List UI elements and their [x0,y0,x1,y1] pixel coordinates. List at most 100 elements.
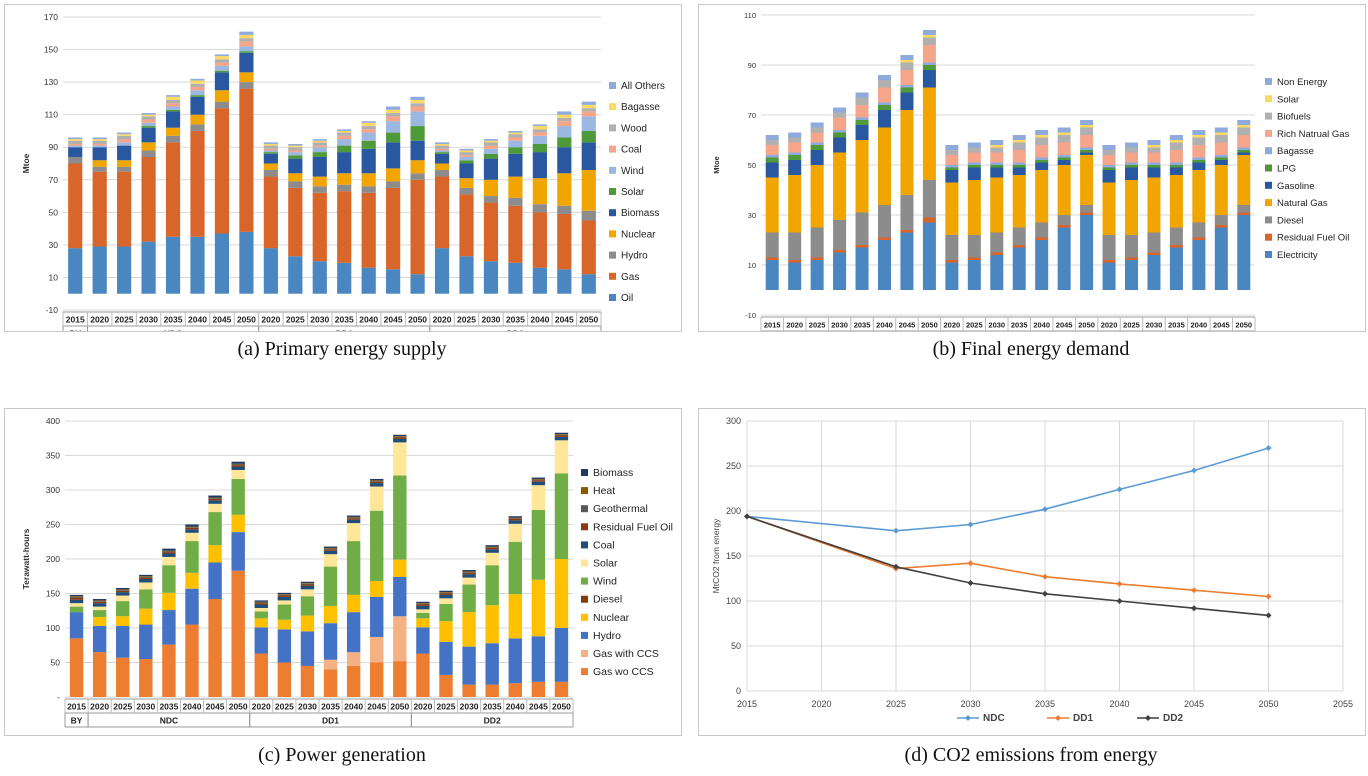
data-point [1042,590,1048,597]
x-tick-label: 2045 [899,321,916,330]
bar-segment [117,171,132,247]
bar-segment [508,197,523,206]
y-tick-label: 10 [49,272,59,282]
bar-segment [532,212,547,268]
x-tick-label: 2035 [159,702,178,712]
bar-segment [1237,125,1251,128]
bar-segment [300,581,315,584]
bar-segment [1214,215,1228,225]
bar-segment [117,134,132,136]
bar-segment [139,579,153,583]
bar-segment [410,274,425,294]
bar-segment [990,165,1004,168]
y-axis-label: MtCO2 from energy [711,518,721,593]
x-tick-label: 2030 [481,315,500,325]
x-tick-label: 2020 [811,699,831,709]
bar-segment [346,594,361,613]
bar-segment [1080,215,1094,290]
bar-segment [581,274,596,294]
bar-segment [1057,165,1071,215]
bar-segment [833,252,847,290]
bar-segment [239,51,254,53]
legend-swatch [1265,199,1272,207]
bar-segment [1124,257,1139,260]
bar-segment [312,147,327,153]
group-label: DD1 [336,329,353,332]
bar-segment [833,137,847,153]
bar-segment [459,194,474,257]
bar-segment [346,516,361,518]
bar-segment [410,103,425,107]
bar-segment [185,541,199,573]
bar-segment [1147,167,1161,178]
legend-label: Rich Natrual Gas [1277,129,1350,140]
bar-segment [117,166,132,172]
bar-segment [581,210,596,221]
legend-label: All Others [621,81,665,92]
bar-segment [900,85,914,88]
bar-segment [323,550,338,555]
bar-segment [459,155,474,157]
bar-segment [877,127,892,205]
bar-segment [393,442,407,476]
bar-segment [833,152,847,220]
bar-segment [833,112,847,118]
bar-segment [1124,142,1139,148]
bar-segment [439,590,453,593]
bar-segment [439,603,453,622]
bar-segment [263,153,278,164]
bar-segment [263,170,278,177]
bar-segment [208,545,222,563]
bar-segment [967,167,981,180]
bar-segment [139,582,153,590]
bar-segment [833,117,847,130]
bar-segment [263,163,278,171]
bar-segment [554,436,569,441]
bar-segment [300,665,315,697]
legend-label: Bagasse [621,102,660,113]
y-tick-label: 150 [46,589,60,599]
bar-segment [1080,205,1094,213]
bar-segment [92,137,107,140]
y-tick-label: 50 [731,641,741,651]
x-tick-label: 2055 [1333,699,1353,709]
bar-segment [346,652,361,666]
bar-segment [162,556,176,566]
bar-segment [485,545,499,547]
legend-label: Biomass [593,467,633,479]
bar-segment [459,178,474,188]
bar-segment [434,143,450,146]
bar-segment [312,142,327,146]
bar-segment [1147,232,1161,253]
bar-segment [1214,155,1228,158]
bar-segment [1102,150,1116,155]
bar-segment [254,602,268,604]
bar-segment [214,108,230,234]
power-generation-chart: - 50 100 150 200 250 300 350 400 Terawatt-hours 20… [21,416,673,728]
bar-segment [239,31,254,35]
y-tick-label: 10 [748,261,756,270]
bar-segment [900,70,914,85]
bar-segment [288,158,303,174]
bar-segment [462,577,476,585]
bar-segment [967,257,981,260]
y-tick-label: 250 [726,461,741,471]
bar-segment [300,615,315,632]
bar-segment [788,260,802,263]
bar-segment [116,587,130,590]
caption-power-generation: (c) Power generation [258,744,426,766]
x-tick-label: 2035 [1035,699,1055,709]
bar-segment [162,553,176,557]
bar-segment [483,196,499,203]
bar-segment [231,532,245,571]
bar-segment [141,113,156,115]
bar-segment [410,111,425,127]
bar-segment [254,627,268,654]
bar-segment [69,606,84,613]
bar-segment [855,125,869,140]
legend-swatch [609,124,616,132]
bar-segment [508,638,522,684]
bar-segment [1124,147,1139,153]
y-tick-label: 300 [726,416,741,426]
bar-segment [117,132,132,135]
